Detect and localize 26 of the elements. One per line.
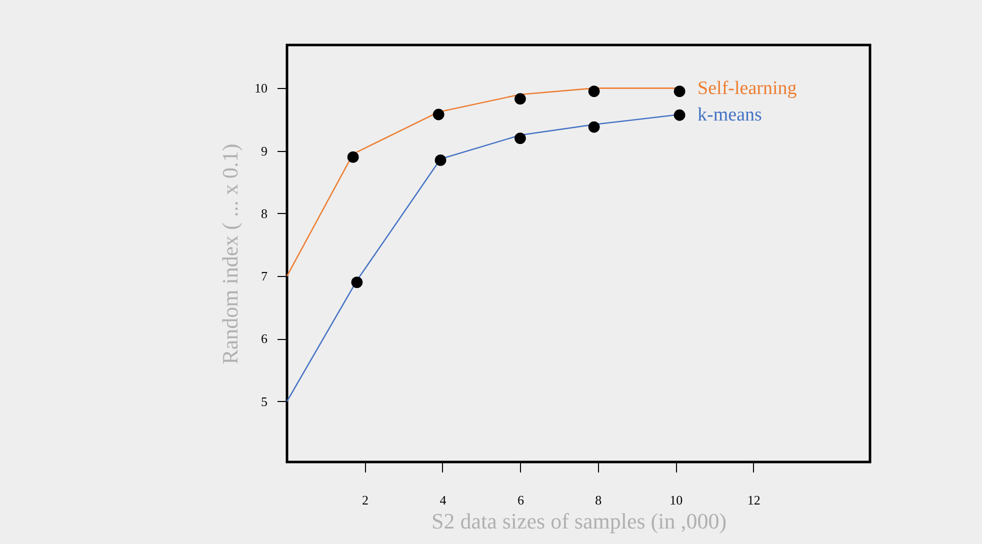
y-tick-label: 10	[254, 80, 268, 96]
point	[351, 276, 363, 288]
y-tick-label: 6	[261, 331, 268, 346]
x-tick-label: 8	[595, 492, 602, 508]
series-label: Self-learning	[698, 78, 798, 100]
point	[674, 109, 686, 121]
point	[674, 86, 686, 98]
x-tick-label: 4	[440, 492, 447, 508]
x-tick-label: 2	[362, 492, 368, 508]
series-label: k-means	[698, 104, 762, 126]
y-tick-label: 5	[261, 394, 268, 409]
y-tick-label: 7	[261, 268, 268, 284]
x-tick-label: 6	[517, 492, 524, 508]
point	[347, 151, 359, 163]
x-tick-label: 12	[747, 492, 760, 508]
point	[514, 132, 526, 144]
y-axis-title: Random index ( ... x 0.1)	[218, 144, 242, 364]
y-tick-label: 8	[261, 206, 268, 221]
x-tick-label: 10	[670, 492, 683, 508]
point	[588, 121, 600, 133]
point	[514, 93, 526, 105]
point	[588, 86, 600, 98]
point	[434, 154, 446, 166]
point	[432, 108, 444, 120]
y-tick-label: 9	[261, 143, 268, 158]
x-axis-title: S2 data sizes of samples (in ,000)	[431, 508, 727, 534]
